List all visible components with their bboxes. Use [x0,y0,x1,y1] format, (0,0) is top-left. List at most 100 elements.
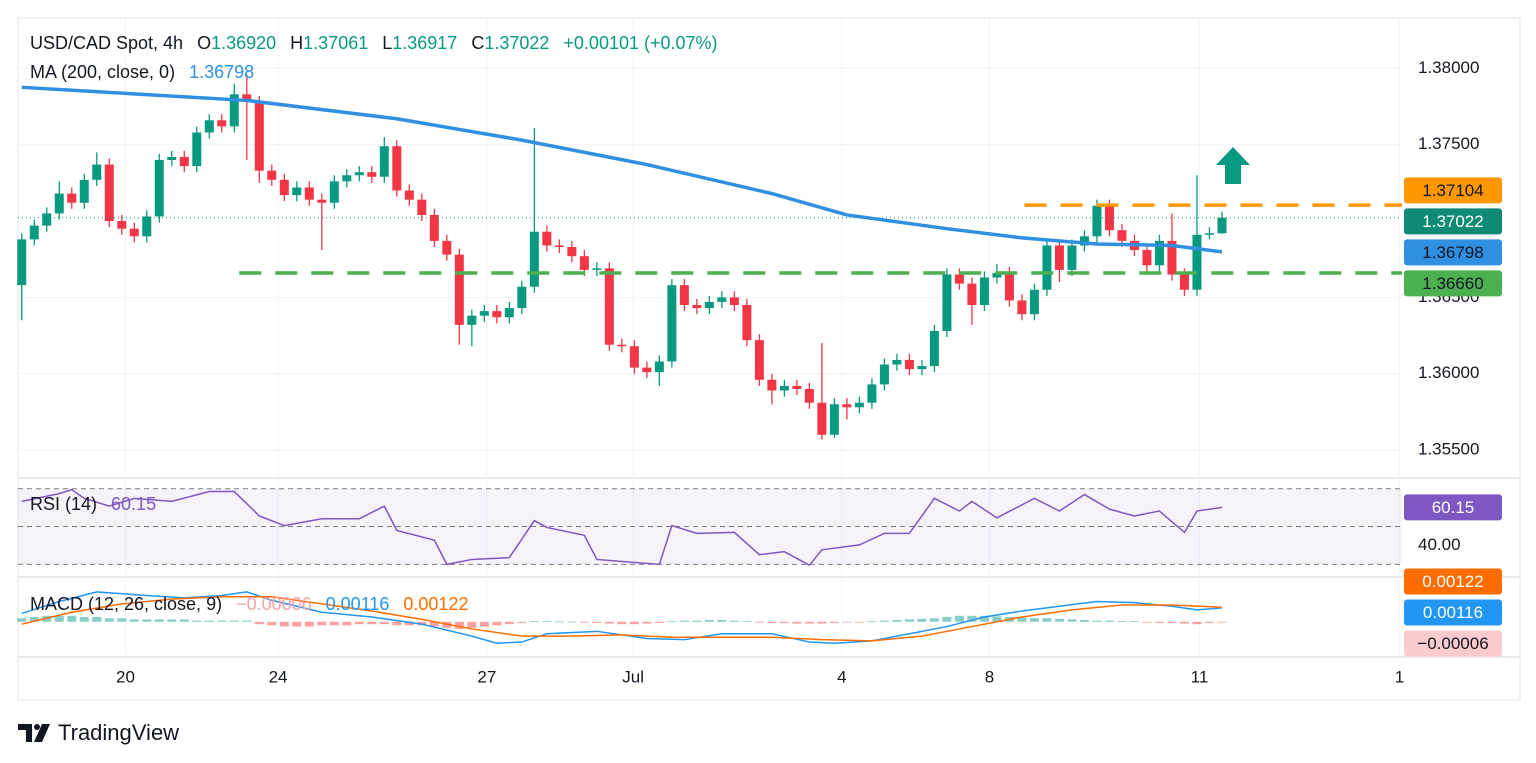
candle-body [29,225,39,240]
histogram-bar [1192,621,1202,625]
price-badge-label: 1.37104 [1422,181,1483,200]
ohlc-key: L [382,33,393,53]
y-tick-label: 40.00 [1418,535,1461,554]
histogram-bar [104,618,114,622]
y-tick-label: 1.35500 [1418,440,1479,459]
histogram-bar [117,618,127,622]
candle-body [767,379,777,391]
histogram-bar [542,621,552,622]
histogram-bar [867,621,877,622]
candle-body [1054,245,1064,270]
candle-body [1079,236,1089,246]
candle-body [1204,233,1214,235]
candle-body [642,367,652,373]
logo-part [34,724,40,730]
histogram-bar [342,621,352,626]
histogram-bar [54,615,64,622]
candle-body [304,187,314,200]
candle-body [229,94,239,127]
histogram-bar [679,620,689,622]
histogram-bar [554,621,564,623]
candle-body [242,94,252,102]
histogram-bar [204,620,214,622]
candle-body [167,156,177,160]
macd-line [21,591,1223,645]
candle-body [1117,230,1127,241]
candle-body [554,245,564,247]
histogram-bar [979,615,989,622]
candle-body [754,340,764,380]
candle-body [629,346,639,368]
x-tick-label: 8 [985,667,994,686]
candle-body [67,193,77,203]
candle-body [579,256,589,270]
candle-body [829,404,839,435]
candle-body [1042,245,1052,290]
histogram-bar [1042,618,1052,622]
candle-body [667,285,677,362]
candle-body [354,172,364,176]
x-tick-label: 11 [1191,667,1209,686]
candle-body [692,305,702,309]
candle-body [892,359,902,365]
histogram-bar [279,621,289,627]
macd-line [21,595,1223,642]
histogram-bar [692,620,702,622]
candle-body [342,175,352,182]
candle-body [1017,300,1027,315]
histogram-bar [917,618,927,622]
x-tick-label: 1 [1395,667,1404,686]
histogram-bar [304,621,314,627]
histogram-bar [1179,621,1189,624]
histogram-bar [704,619,714,622]
candle-body [42,213,52,226]
candle-body [1092,205,1102,237]
candle-body [742,305,752,341]
ma-legend: MA (200, close, 0) 1.36798 [30,62,254,83]
histogram-bar [842,621,852,623]
price-badge [1404,630,1502,657]
up-arrow [1216,147,1250,184]
candle-body [904,359,914,370]
candle-body [204,120,214,133]
candle-body [117,221,127,229]
histogram-bar [1092,620,1102,622]
histogram-bar [504,621,514,625]
histogram-bar [329,621,339,626]
histogram-bar [17,618,27,622]
candle-body [454,254,464,325]
candle-body [92,164,102,180]
histogram-bar [779,621,789,623]
price-badge [1404,494,1502,521]
histogram-bar [292,621,302,627]
candle-body [942,274,952,331]
histogram-bar [892,619,902,622]
histogram-bar [392,621,402,626]
histogram-bar [1067,619,1077,622]
candle-body [854,402,864,408]
candle-body [729,297,739,306]
candle-body [17,239,27,286]
histogram-bar [967,615,977,622]
candle-body [1217,217,1227,234]
candle-body [792,385,802,389]
candle-body [954,274,964,284]
histogram-bar [1167,621,1177,623]
histogram-bar [1142,621,1152,623]
candle-body [367,172,377,177]
ohlc-value: 1.37061 [303,33,369,53]
histogram-bar [467,621,477,628]
candle-body [179,156,189,167]
histogram-bar [492,621,502,626]
ohlc-key: H [290,33,304,53]
histogram-bar [529,621,539,622]
candle-body [992,272,1002,278]
histogram-bar [742,621,752,622]
candle-body [54,193,64,214]
histogram-bar [592,621,602,623]
histogram-bar [992,616,1002,622]
candle-body [279,179,289,196]
histogram-bar [67,615,77,622]
candle-body [217,120,227,127]
